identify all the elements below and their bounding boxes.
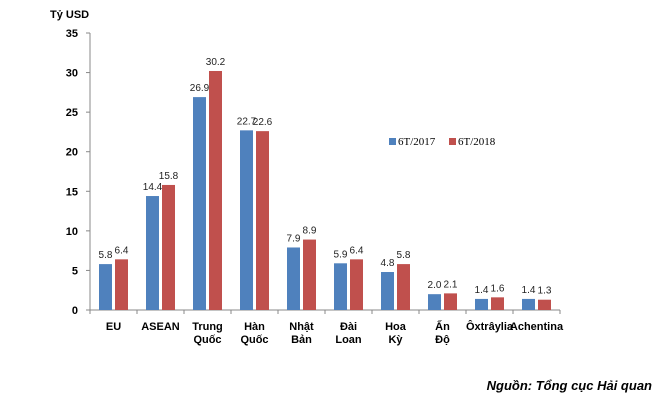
bar [444, 293, 457, 310]
bar [491, 297, 504, 310]
data-label: 22.7 [237, 116, 257, 127]
data-label: 2.0 [428, 280, 442, 291]
bar [475, 298, 488, 310]
bar [428, 294, 441, 310]
bar [146, 196, 159, 310]
bar [303, 239, 316, 310]
data-label: 15.8 [159, 171, 179, 182]
data-labels: 5.8 6.414.415.826.930.222.722.67.98.95.9 6… [99, 57, 552, 297]
bars [99, 70, 551, 310]
category-label: Hàn [244, 321, 265, 333]
category-label: EU [106, 321, 121, 333]
data-label: 22.6 [253, 117, 273, 128]
bar [397, 264, 410, 310]
bar [256, 131, 269, 310]
category-label: Hoa [385, 321, 407, 333]
legend-swatch [389, 138, 396, 145]
data-label: 7.9 [287, 233, 301, 244]
data-label: 26.9 [190, 83, 210, 94]
legend-label: 6T/2018 [458, 136, 496, 148]
bar [99, 264, 112, 310]
data-label: 1.4 [475, 285, 489, 296]
y-tick-label: 25 [66, 107, 78, 119]
bar [538, 299, 551, 310]
category-label: Quốc [240, 334, 268, 346]
category-label: Bản [291, 334, 312, 346]
category-label: Achentina [510, 321, 564, 333]
y-tick-label: 0 [72, 305, 78, 317]
data-label: 6.4 [350, 245, 364, 256]
category-label: Độ [435, 334, 450, 346]
data-label: 4.8 [381, 258, 395, 269]
y-tick-label: 15 [66, 186, 78, 198]
bar [162, 184, 175, 310]
bar [522, 298, 535, 310]
data-label: 1.3 [538, 286, 552, 297]
bar [334, 263, 347, 310]
y-axis-title: Tỷ USD [50, 9, 89, 21]
category-label: Ấn [435, 320, 450, 333]
data-label: 1.4 [522, 285, 536, 296]
data-label: 6.4 [115, 245, 129, 256]
y-tick-label: 35 [66, 28, 78, 40]
data-label: 2.1 [444, 279, 458, 290]
data-label: 30.2 [206, 57, 226, 68]
bar [209, 70, 222, 310]
legend-swatch [449, 138, 456, 145]
data-label: 5.8 [397, 250, 411, 261]
category-label: Trung [192, 321, 223, 333]
data-label: 8.9 [303, 226, 317, 237]
y-tick-label: 10 [66, 226, 78, 238]
legend: 6T/2017 6T/2018 [389, 136, 496, 148]
category-label: Đài [340, 321, 357, 333]
category-label: Kỳ [388, 334, 403, 346]
data-label: 5.8 [99, 250, 113, 261]
category-label: Ôxtrâylia [466, 320, 514, 333]
y-tick-label: 30 [66, 68, 78, 80]
data-label: 5.9 [334, 249, 348, 260]
y-tick-label: 5 [72, 265, 78, 277]
bar [193, 97, 206, 310]
category-label: Loan [335, 334, 362, 346]
data-label: 14.4 [143, 182, 163, 193]
category-label: Quốc [193, 334, 221, 346]
bar [287, 247, 300, 310]
category-label: Nhật [289, 321, 314, 333]
y-tick-label: 20 [66, 147, 78, 159]
data-label: 1.6 [491, 283, 505, 294]
source-note: Nguồn: Tổng cục Hải quan [486, 378, 652, 393]
category-label: ASEAN [141, 321, 180, 333]
bar [240, 130, 253, 310]
bar [350, 259, 363, 310]
legend-label: 6T/2017 [398, 136, 436, 148]
bar [115, 259, 128, 310]
bar [381, 272, 394, 310]
